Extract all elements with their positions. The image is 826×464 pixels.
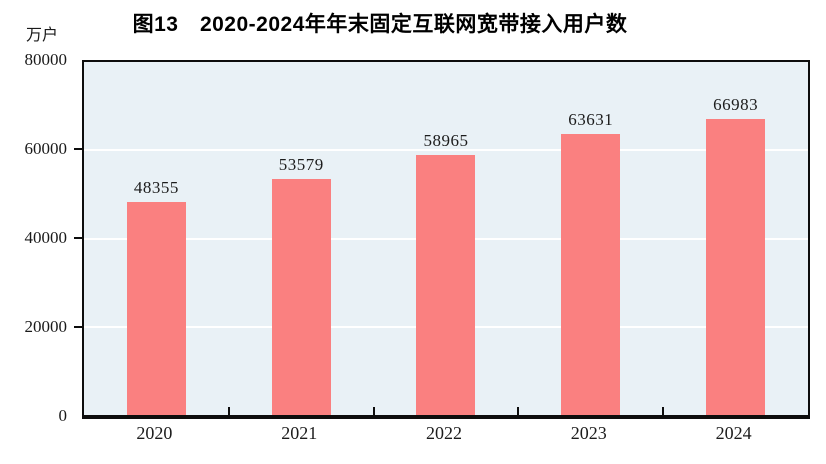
x-tick-mark <box>662 407 665 415</box>
bar-2024 <box>706 119 766 415</box>
bar-value-label: 66983 <box>713 95 759 115</box>
bar-2022 <box>416 154 476 415</box>
bar-group-2022: 58965 <box>374 62 519 415</box>
y-tick-label: 80000 <box>24 50 68 69</box>
x-tick-mark <box>227 407 230 415</box>
y-tick-mark <box>74 237 82 239</box>
bar-value-label: 63631 <box>568 110 614 130</box>
y-axis-unit-label: 万户 <box>26 27 59 44</box>
bar-2023 <box>561 134 621 415</box>
bar-group-2020: 48355 <box>84 62 229 415</box>
bar-value-label: 58965 <box>423 130 469 150</box>
bar-group-2024: 66983 <box>663 62 808 415</box>
x-tick-mark <box>517 407 520 415</box>
x-tick-label-2021: 2021 <box>281 423 318 443</box>
bar-group-2023: 63631 <box>518 62 663 415</box>
y-tick-label: 40000 <box>24 228 68 247</box>
gridline-60000 <box>84 149 808 152</box>
x-tick-label-2024: 2024 <box>715 423 752 443</box>
y-tick-label: 0 <box>58 406 68 425</box>
y-tick-label: 60000 <box>24 139 68 158</box>
y-tick-mark <box>74 326 82 328</box>
x-tick-mark <box>372 407 375 415</box>
chart-title: 图13 2020-2024年年末固定互联网宽带接入用户数 <box>132 13 628 36</box>
x-tick-label-2022: 2022 <box>425 423 462 443</box>
y-tick-mark <box>74 148 82 150</box>
bar-series: 48355 53579 58965 63631 66983 <box>84 62 808 415</box>
bar-2020 <box>126 201 186 415</box>
bar-group-2021: 53579 <box>229 62 374 415</box>
bar-value-label: 53579 <box>278 154 324 174</box>
y-tick-label: 20000 <box>24 317 68 336</box>
plot-area: 48355 53579 58965 63631 66983 <box>82 60 810 419</box>
x-axis-labels: 2020 2021 2022 2023 2024 <box>82 421 806 447</box>
x-tick-label-2020: 2020 <box>136 423 173 443</box>
bar-2021 <box>271 178 331 415</box>
x-tick-label-2023: 2023 <box>570 423 607 443</box>
bar-value-label: 48355 <box>133 177 179 197</box>
